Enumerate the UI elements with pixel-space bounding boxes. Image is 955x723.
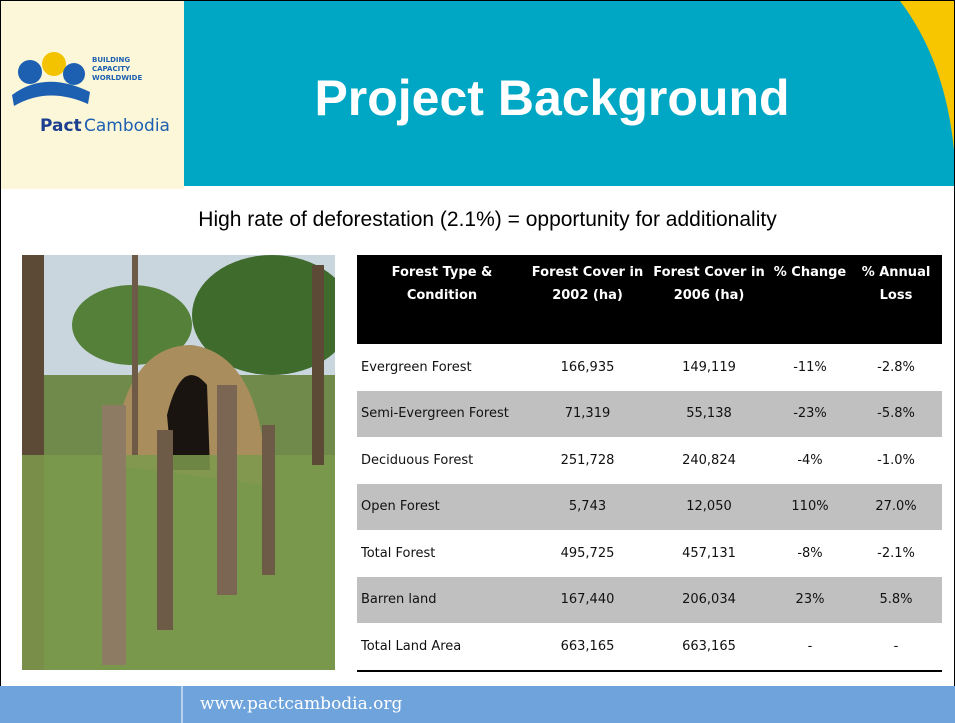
table-cell: 27.0% bbox=[850, 484, 942, 531]
slide: BUILDING CAPACITY WORLDWIDE Pact Cambodi… bbox=[0, 0, 955, 723]
table-cell: -2.8% bbox=[850, 344, 942, 391]
table-cell: 167,440 bbox=[527, 577, 648, 624]
table-cell: -5.8% bbox=[850, 391, 942, 438]
table-cell: - bbox=[850, 623, 942, 671]
table-cell: 457,131 bbox=[648, 530, 770, 577]
logo-tagline: BUILDING bbox=[92, 56, 130, 64]
column-header: Forest Type & Condition bbox=[357, 255, 527, 344]
subtitle: High rate of deforestation (2.1%) = oppo… bbox=[0, 208, 955, 232]
footer-url: www.pactcambodia.org bbox=[200, 694, 403, 714]
header-band: BUILDING CAPACITY WORLDWIDE Pact Cambodi… bbox=[0, 0, 955, 190]
table-cell: -8% bbox=[770, 530, 850, 577]
table-cell: -4% bbox=[770, 437, 850, 484]
table-cell: 23% bbox=[770, 577, 850, 624]
table-cell: Open Forest bbox=[357, 484, 527, 531]
logo-tagline: CAPACITY bbox=[92, 65, 131, 73]
table-cell: 5,743 bbox=[527, 484, 648, 531]
table-cell: 149,119 bbox=[648, 344, 770, 391]
column-header: % Change bbox=[770, 255, 850, 344]
column-header: % Annual Loss bbox=[850, 255, 942, 344]
table-cell: 166,935 bbox=[527, 344, 648, 391]
logo-tagline: WORLDWIDE bbox=[92, 74, 142, 82]
table-cell: Semi-Evergreen Forest bbox=[357, 391, 527, 438]
table-cell: -1.0% bbox=[850, 437, 942, 484]
table-cell: Evergreen Forest bbox=[357, 344, 527, 391]
table-cell: 251,728 bbox=[527, 437, 648, 484]
table-cell: Total Land Area bbox=[357, 623, 527, 671]
table-cell: 110% bbox=[770, 484, 850, 531]
logo-location: Cambodia bbox=[84, 116, 170, 136]
table-cell: Barren land bbox=[357, 577, 527, 624]
footer-band: www.pactcambodia.org bbox=[0, 686, 955, 723]
table-cell: -23% bbox=[770, 391, 850, 438]
logo-brand: Pact bbox=[40, 116, 82, 136]
table-cell: - bbox=[770, 623, 850, 671]
table-cell: 12,050 bbox=[648, 484, 770, 531]
table-cell: 71,319 bbox=[527, 391, 648, 438]
slide-title: Project Background bbox=[314, 70, 789, 126]
table-cell: 663,165 bbox=[527, 623, 648, 671]
table-cell: Total Forest bbox=[357, 530, 527, 577]
table-cell: 5.8% bbox=[850, 577, 942, 624]
photo bbox=[22, 255, 335, 670]
column-header: Forest Cover in 2002 (ha) bbox=[527, 255, 648, 344]
table-cell: 206,034 bbox=[648, 577, 770, 624]
table-cell: -11% bbox=[770, 344, 850, 391]
table-cell: 55,138 bbox=[648, 391, 770, 438]
table-cell: 663,165 bbox=[648, 623, 770, 671]
table-cell: 240,824 bbox=[648, 437, 770, 484]
column-header: Forest Cover in 2006 (ha) bbox=[648, 255, 770, 344]
table-cell: -2.1% bbox=[850, 530, 942, 577]
table-cell: Deciduous Forest bbox=[357, 437, 527, 484]
table-cell: 495,725 bbox=[527, 530, 648, 577]
